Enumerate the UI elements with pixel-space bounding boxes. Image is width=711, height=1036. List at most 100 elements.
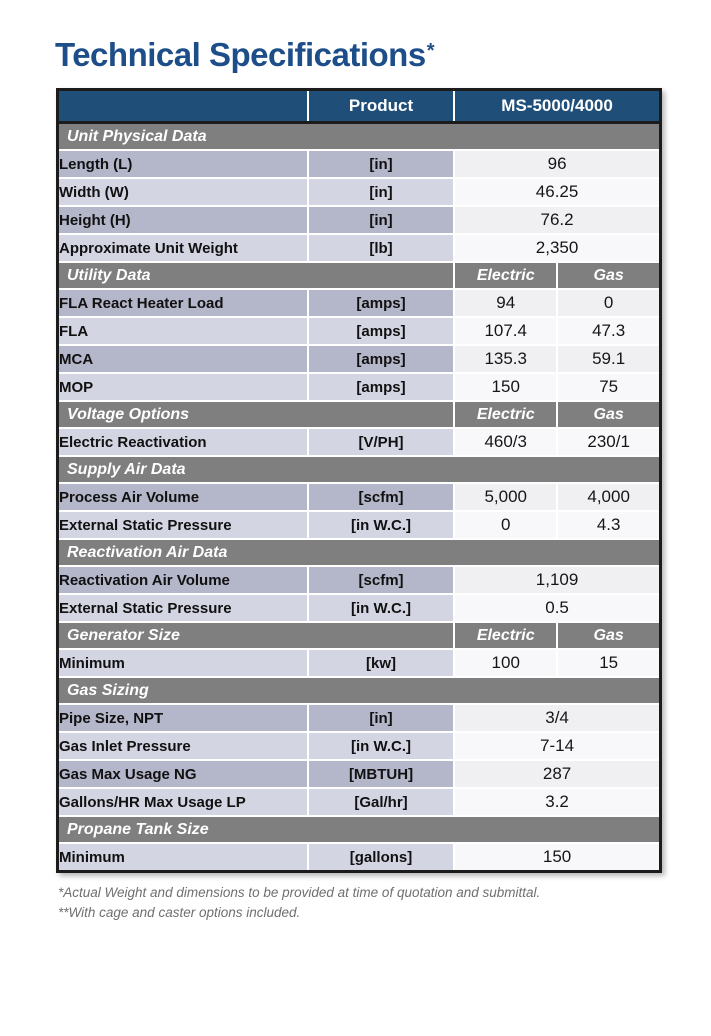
section-title: Voltage Options: [56, 400, 456, 429]
row-unit: [scfm]: [306, 565, 456, 595]
table-row: FLA React Heater Load [amps] 94 0: [56, 288, 662, 318]
row-value-electric: 94: [453, 288, 559, 318]
row-value-gas: 15: [556, 648, 662, 678]
row-unit: [in W.C.]: [306, 593, 456, 623]
table-row: Minimum [kw] 100 15: [56, 648, 662, 678]
table-row: MOP [amps] 150 75: [56, 372, 662, 402]
spec-table: Product MS-5000/4000 Unit Physical Data L…: [56, 88, 662, 873]
row-value: 7-14: [453, 731, 662, 761]
header-product-cell: Product: [306, 88, 456, 124]
table-row: Width (W) [in] 46.25: [56, 177, 662, 207]
section-header-row: Utility Data Electric Gas: [56, 261, 662, 290]
row-unit: [in]: [306, 703, 456, 733]
row-label: Gas Inlet Pressure: [56, 731, 309, 761]
subheader-electric: Electric: [453, 261, 559, 290]
row-value-gas: 230/1: [556, 427, 662, 457]
row-label: Gas Max Usage NG: [56, 759, 309, 789]
page-title: Technical Specifications*: [55, 36, 711, 74]
row-unit: [lb]: [306, 233, 456, 263]
page-title-text: Technical Specifications: [55, 36, 426, 73]
row-value-gas: 4.3: [556, 510, 662, 540]
section-header-row: Gas Sizing: [56, 676, 662, 705]
header-blank-cell: [56, 88, 309, 124]
row-value: 3/4: [453, 703, 662, 733]
subheader-gas: Gas: [556, 621, 662, 650]
table-row: Process Air Volume [scfm] 5,000 4,000: [56, 482, 662, 512]
table-row: Minimum [gallons] 150: [56, 842, 662, 873]
row-label: Reactivation Air Volume: [56, 565, 309, 595]
row-value: 76.2: [453, 205, 662, 235]
row-unit: [amps]: [306, 316, 456, 346]
row-value-electric: 460/3: [453, 427, 559, 457]
table-row: External Static Pressure [in W.C.] 0.5: [56, 593, 662, 623]
row-label: Height (H): [56, 205, 309, 235]
row-unit: [in]: [306, 205, 456, 235]
row-label: Minimum: [56, 648, 309, 678]
row-value: 46.25: [453, 177, 662, 207]
row-value-gas: 4,000: [556, 482, 662, 512]
row-value: 0.5: [453, 593, 662, 623]
row-label: Width (W): [56, 177, 309, 207]
section-title: Supply Air Data: [56, 455, 662, 484]
row-label: FLA: [56, 316, 309, 346]
row-unit: [Gal/hr]: [306, 787, 456, 817]
table-row: Length (L) [in] 96: [56, 149, 662, 179]
section-header-row: Reactivation Air Data: [56, 538, 662, 567]
table-row: Approximate Unit Weight [lb] 2,350: [56, 233, 662, 263]
row-label: MCA: [56, 344, 309, 374]
row-label: External Static Pressure: [56, 593, 309, 623]
row-value-electric: 135.3: [453, 344, 559, 374]
row-unit: [MBTUH]: [306, 759, 456, 789]
row-unit: [amps]: [306, 288, 456, 318]
row-value: 150: [453, 842, 662, 873]
row-value-gas: 47.3: [556, 316, 662, 346]
row-value: 287: [453, 759, 662, 789]
row-unit: [gallons]: [306, 842, 456, 873]
row-label: Electric Reactivation: [56, 427, 309, 457]
row-value-electric: 100: [453, 648, 559, 678]
row-value: 2,350: [453, 233, 662, 263]
row-label: Gallons/HR Max Usage LP: [56, 787, 309, 817]
section-header-row: Voltage Options Electric Gas: [56, 400, 662, 429]
row-label: External Static Pressure: [56, 510, 309, 540]
section-title: Reactivation Air Data: [56, 538, 662, 567]
section-header-row: Unit Physical Data: [56, 121, 662, 151]
row-value: 1,109: [453, 565, 662, 595]
row-value-electric: 150: [453, 372, 559, 402]
row-value-electric: 0: [453, 510, 559, 540]
row-value-gas: 59.1: [556, 344, 662, 374]
row-unit: [V/PH]: [306, 427, 456, 457]
header-model-cell: MS-5000/4000: [453, 88, 662, 124]
subheader-electric: Electric: [453, 621, 559, 650]
table-row: Height (H) [in] 76.2: [56, 205, 662, 235]
row-value-electric: 5,000: [453, 482, 559, 512]
row-label: MOP: [56, 372, 309, 402]
row-value: 96: [453, 149, 662, 179]
table-row: Gas Inlet Pressure [in W.C.] 7-14: [56, 731, 662, 761]
row-unit: [amps]: [306, 372, 456, 402]
section-title: Unit Physical Data: [56, 121, 662, 151]
row-label: Approximate Unit Weight: [56, 233, 309, 263]
row-unit: [scfm]: [306, 482, 456, 512]
row-label: Length (L): [56, 149, 309, 179]
section-title: Utility Data: [56, 261, 456, 290]
row-unit: [kw]: [306, 648, 456, 678]
subheader-electric: Electric: [453, 400, 559, 429]
footnotes: *Actual Weight and dimensions to be prov…: [58, 883, 711, 923]
row-unit: [in W.C.]: [306, 510, 456, 540]
table-row: Pipe Size, NPT [in] 3/4: [56, 703, 662, 733]
row-value-electric: 107.4: [453, 316, 559, 346]
section-header-row: Propane Tank Size: [56, 815, 662, 844]
section-title: Gas Sizing: [56, 676, 662, 705]
table-header-row: Product MS-5000/4000: [56, 88, 662, 124]
section-header-row: Supply Air Data: [56, 455, 662, 484]
table-row: MCA [amps] 135.3 59.1: [56, 344, 662, 374]
row-value-gas: 0: [556, 288, 662, 318]
row-unit: [in]: [306, 149, 456, 179]
row-unit: [amps]: [306, 344, 456, 374]
table-row: Electric Reactivation [V/PH] 460/3 230/1: [56, 427, 662, 457]
row-label: Minimum: [56, 842, 309, 873]
footnote-weight: *Actual Weight and dimensions to be prov…: [58, 885, 541, 900]
subheader-gas: Gas: [556, 400, 662, 429]
subheader-gas: Gas: [556, 261, 662, 290]
